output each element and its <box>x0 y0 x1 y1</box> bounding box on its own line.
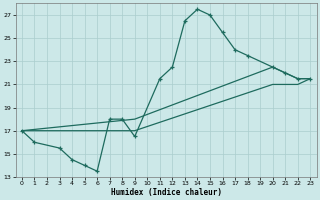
X-axis label: Humidex (Indice chaleur): Humidex (Indice chaleur) <box>111 188 221 197</box>
